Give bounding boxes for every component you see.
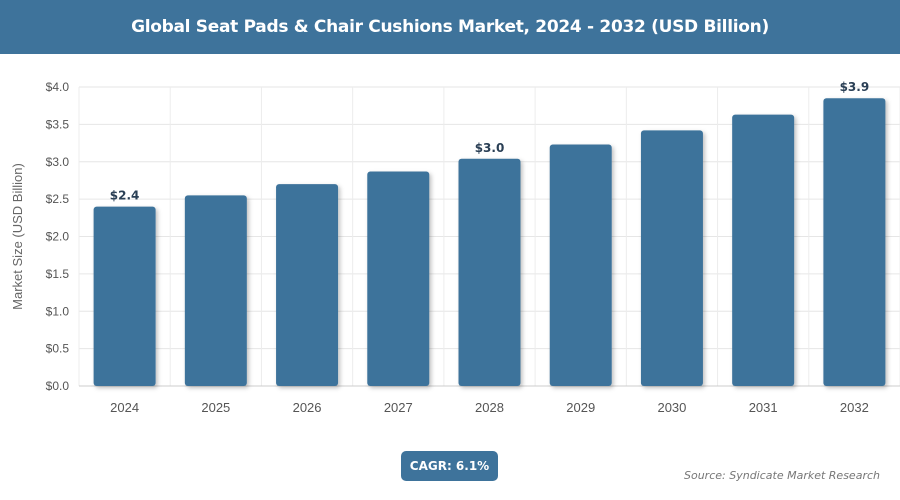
chart-title: Global Seat Pads & Chair Cushions Market…: [0, 0, 900, 54]
bar-2030: [640, 130, 703, 386]
y-tick-label: $1.5: [46, 267, 70, 281]
y-tick-label: $0.5: [46, 342, 70, 356]
x-tick-label: 2031: [749, 400, 778, 415]
x-tick-label: 2027: [384, 400, 413, 415]
bar-2027: [367, 171, 430, 386]
x-tick-label: 2029: [566, 400, 595, 415]
y-tick-label: $2.0: [46, 230, 70, 244]
bar-2024: [93, 206, 156, 386]
y-tick-label: $4.0: [46, 80, 70, 94]
source-note: Source: Syndicate Market Research: [684, 469, 880, 482]
x-tick-label: 2026: [293, 400, 322, 415]
x-tick-label: 2024: [110, 400, 139, 415]
y-tick-label: $3.5: [46, 117, 70, 131]
data-label: $3.0: [475, 141, 505, 155]
y-tick-label: $1.0: [46, 304, 70, 318]
x-tick-label: 2025: [201, 400, 230, 415]
bar-2025: [184, 195, 247, 386]
bar-2026: [276, 184, 339, 386]
y-tick-label: $2.5: [46, 192, 70, 206]
bar-2032: [823, 98, 886, 387]
x-tick-label: 2030: [657, 400, 686, 415]
bar-2031: [732, 114, 795, 386]
x-tick-label: 2028: [475, 400, 504, 415]
data-label: $3.9: [840, 80, 870, 94]
y-tick-label: $0.0: [46, 379, 70, 393]
y-tick-label: $3.0: [46, 155, 70, 169]
y-axis-label: Market Size (USD Billion): [10, 163, 25, 310]
data-label: $2.4: [110, 189, 140, 203]
x-tick-label: 2032: [840, 400, 869, 415]
bar-2029: [549, 144, 612, 386]
bar-2028: [458, 158, 521, 386]
cagr-badge: CAGR: 6.1%: [401, 451, 498, 481]
